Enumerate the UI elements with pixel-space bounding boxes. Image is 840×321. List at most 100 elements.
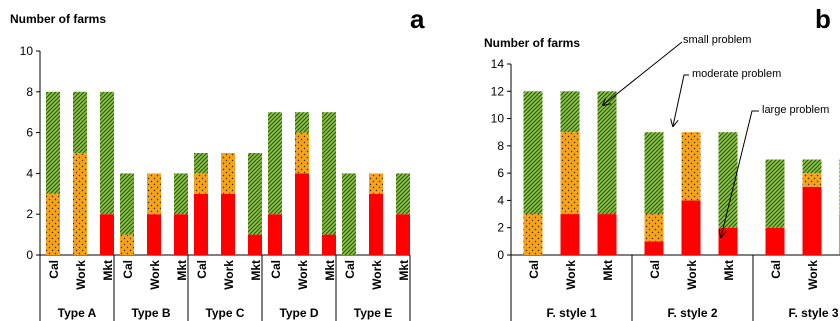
bar-segment-small <box>597 91 617 215</box>
bar-label: Cal <box>527 260 541 279</box>
bar-label: Mkt <box>601 260 615 281</box>
bar-label: Mkt <box>397 260 411 281</box>
y-tick-label: 6 <box>26 126 33 140</box>
bar-segment-small <box>342 173 356 255</box>
bar-segment-moderate <box>147 173 161 215</box>
bar-label: Work <box>685 260 699 290</box>
bar-segment-small <box>248 153 262 235</box>
annotation-arrow <box>721 110 759 237</box>
group-label: Type C <box>205 306 244 320</box>
group-label: F. style 2 <box>667 306 717 320</box>
y-tick-label: 2 <box>497 221 504 235</box>
group-label: Type B <box>131 306 170 320</box>
annotation-large-problem: large problem <box>762 104 829 116</box>
bar-segment-moderate <box>295 132 309 174</box>
y-axis-title: Number of farms <box>484 36 580 50</box>
bar-label: Cal <box>121 260 135 279</box>
bar-segment-small <box>802 159 822 174</box>
bar-segment-moderate <box>802 173 822 187</box>
bar-segment-large <box>560 214 580 255</box>
bar-segment-large <box>268 214 282 255</box>
bar-label: Mkt <box>175 260 189 281</box>
annotation-moderate-problem: moderate problem <box>692 68 781 80</box>
group-label: Type E <box>354 306 392 320</box>
y-tick-label: 4 <box>497 193 504 207</box>
y-tick-label: 0 <box>26 248 33 262</box>
bar-label: Mkt <box>249 260 263 281</box>
y-tick-label: 8 <box>26 85 33 99</box>
bar-segment-large <box>597 214 617 255</box>
panel-a: Number of farms a 0 2 4 6 8 10 Cal Work Mkt Type … <box>10 4 425 321</box>
y-tick-label: 8 <box>497 139 504 153</box>
bar-segment-moderate <box>523 214 543 255</box>
bar-label: Cal <box>769 260 783 279</box>
bar-segment-small <box>396 173 410 215</box>
y-tick-label: 4 <box>26 166 33 180</box>
bar-segment-small <box>765 159 785 228</box>
bar-label: Cal <box>648 260 662 279</box>
y-tick-label: 2 <box>26 207 33 221</box>
bar-label: Mkt <box>722 260 736 281</box>
bar-segment-small <box>560 91 580 133</box>
bar-label: Work <box>296 260 310 290</box>
bar-segment-large <box>174 214 188 255</box>
y-tick-label: 14 <box>491 57 505 71</box>
bar-segment-moderate <box>194 173 208 194</box>
bar-segment-moderate <box>221 153 235 194</box>
annotation-small-problem: small problem <box>683 34 751 46</box>
bar-label: Work <box>74 260 88 290</box>
y-tick-label: 10 <box>491 112 505 126</box>
panel-label: a <box>410 4 425 34</box>
group-label: F. style 3 <box>788 306 838 320</box>
bar-label: Cal <box>269 260 283 279</box>
bar-segment-large <box>396 214 410 255</box>
y-tick-label: 12 <box>491 84 505 98</box>
bar-segment-large <box>221 193 235 255</box>
y-tick-label: 0 <box>497 248 504 262</box>
bar-segment-small <box>120 173 134 235</box>
bar-segment-small <box>268 112 282 215</box>
y-tick-label: 6 <box>497 166 504 180</box>
bar-label: Cal <box>343 260 357 279</box>
bar-label: Mkt <box>101 260 115 281</box>
bar-segment-small <box>174 173 188 215</box>
bar-segment-large <box>802 186 822 255</box>
bar-segment-large <box>765 227 785 255</box>
bar-segment-large <box>248 234 262 255</box>
group-label: Type A <box>58 306 97 320</box>
bar-label: Mkt <box>323 260 337 281</box>
bar-segment-moderate <box>120 234 134 255</box>
bar-segment-small <box>295 112 309 133</box>
annotation-arrow <box>673 74 689 126</box>
bar-segment-moderate <box>560 132 580 215</box>
bar-segment-moderate <box>681 132 701 201</box>
bar-segment-small <box>523 91 543 215</box>
bar-segment-large <box>147 214 161 255</box>
bar-segment-large <box>322 234 336 255</box>
bar-label: Work <box>148 260 162 290</box>
bar-segment-moderate <box>644 214 664 242</box>
group-label: Type D <box>279 306 318 320</box>
bar-segment-small <box>46 91 60 194</box>
bar-segment-small <box>73 91 87 153</box>
bar-label: Work <box>806 260 820 290</box>
bar-segment-moderate <box>369 173 383 194</box>
group-label: F. style 1 <box>546 306 596 320</box>
bar-segment-large <box>295 173 309 255</box>
bar-segment-small <box>194 153 208 174</box>
bar-segment-small <box>100 91 114 215</box>
bar-segment-large <box>644 241 664 255</box>
bar-label: Work <box>370 260 384 290</box>
bar-segment-large <box>718 227 738 255</box>
bar-label: Work <box>564 260 578 290</box>
bar-segment-large <box>100 214 114 255</box>
bar-label: Cal <box>195 260 209 279</box>
bar-segment-large <box>369 193 383 255</box>
bar-segment-large <box>194 193 208 255</box>
bar-segment-small <box>718 132 738 228</box>
bar-segment-moderate <box>46 193 60 255</box>
bar-segment-small <box>644 132 664 215</box>
panel-b: Number of farms b 0 2 4 6 8 10 12 14 Cal Work Mkt F… <box>484 4 840 321</box>
y-axis-title: Number of farms <box>10 12 106 26</box>
